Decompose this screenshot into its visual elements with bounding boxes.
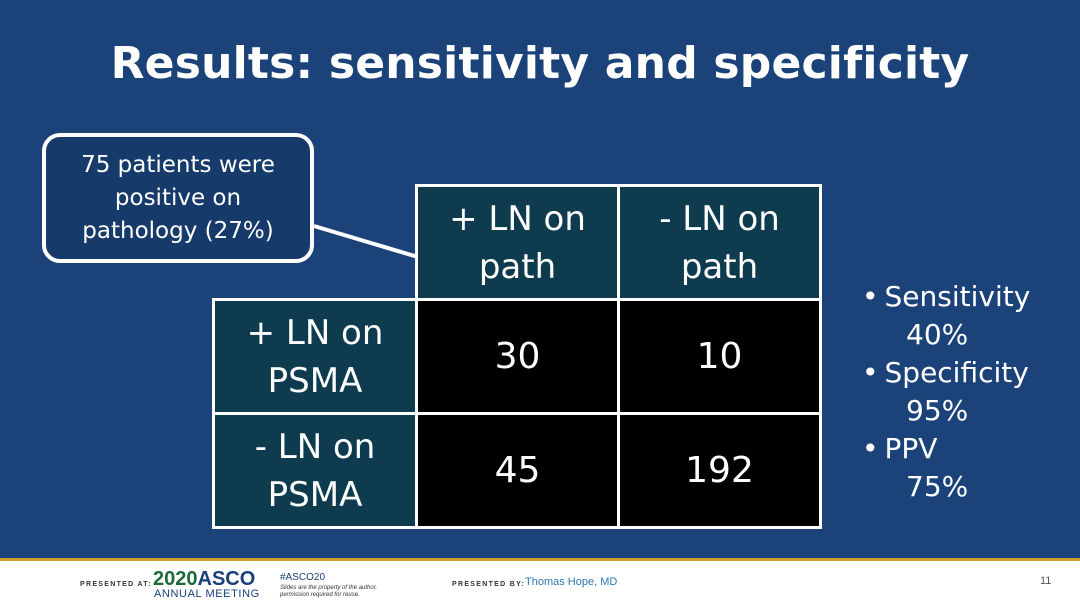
presented-at-label: PRESENTED AT: (80, 581, 152, 588)
asco-logo: 2020ASCO (153, 568, 255, 591)
presenter-name: Thomas Hope, MD (525, 576, 618, 588)
metrics-list: Sensitivity 40% Specificity 95% PPV 75% (862, 278, 1031, 506)
row-header-pos: + LN on PSMA (212, 298, 418, 415)
metric-value: 75% (906, 470, 969, 503)
cell-neg-pos: 45 (415, 412, 620, 529)
metric-label: Sensitivity (862, 278, 1031, 316)
footer-divider (0, 558, 1080, 561)
row-header-neg: - LN on PSMA (212, 412, 418, 529)
cell-pos-neg: 10 (617, 298, 822, 415)
callout-box: 75 patients were positive on pathology (… (42, 133, 314, 263)
footer: PRESENTED AT: 2020ASCO ANNUAL MEETING #A… (0, 561, 1080, 608)
page-number: 11 (1040, 575, 1052, 587)
metric-value: 40% (906, 318, 969, 351)
metric-label: Specificity (862, 354, 1030, 392)
metric-label: PPV (862, 430, 1030, 468)
slide: Results: sensitivity and specificity 75 … (0, 0, 1080, 560)
asco-year: 2020 (153, 568, 198, 590)
cell-pos-pos: 30 (415, 298, 620, 415)
col-header-pos: + LN on path (415, 184, 620, 301)
slide-title: Results: sensitivity and specificity (110, 38, 970, 89)
cell-neg-neg: 192 (617, 412, 822, 529)
hashtag: #ASCO20 (280, 572, 326, 583)
col-header-neg: - LN on path (617, 184, 822, 301)
asco-meeting: ANNUAL MEETING (154, 588, 260, 600)
asco-org: ASCO (197, 568, 256, 590)
rights-note: Slides are the property of the author, p… (280, 585, 378, 598)
metric-value: 95% (906, 394, 969, 427)
presented-by-label: PRESENTED BY: (452, 581, 526, 588)
